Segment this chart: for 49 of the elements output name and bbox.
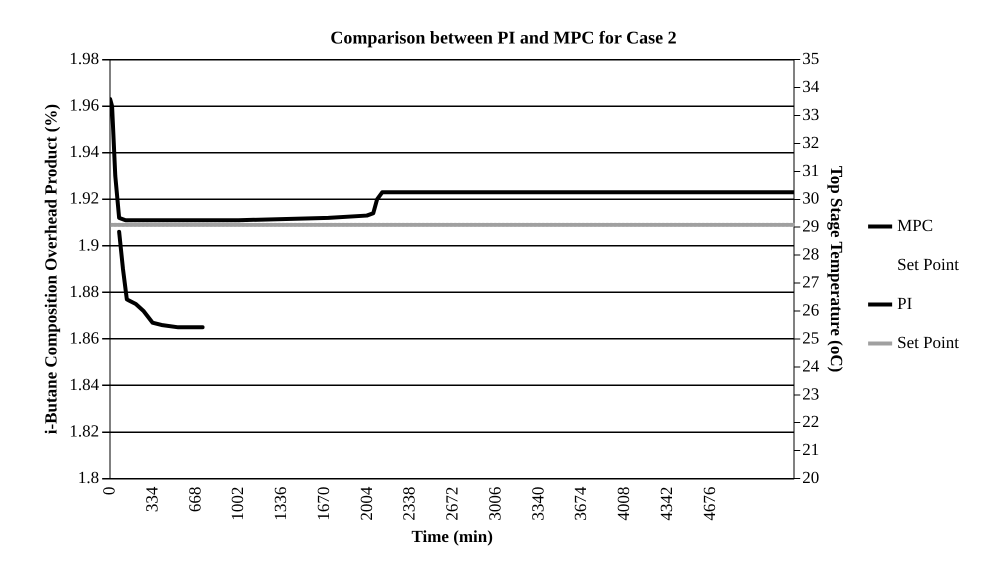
y2-tick-label: 31	[802, 160, 820, 180]
y2-tick-label: 20	[802, 468, 820, 488]
x-tick-label: 1336	[271, 486, 290, 521]
y-tick-label: 1.84	[69, 374, 100, 394]
y2-tick-label: 24	[802, 356, 820, 376]
x-tick-label: 4676	[700, 486, 719, 521]
x-tick-label: 3340	[528, 486, 548, 521]
y2-tick-label: 25	[802, 328, 820, 348]
x-tick-label: 0	[100, 486, 119, 496]
y-tick-label: 1.86	[69, 328, 100, 348]
y2-tick-label: 35	[802, 49, 820, 68]
y-tick-label: 1.98	[69, 49, 100, 68]
x-tick-label: 1002	[228, 486, 248, 521]
y2-tick-label: 32	[802, 132, 820, 152]
x-tick-label: 334	[142, 486, 162, 512]
x-tick-label: 4342	[656, 486, 676, 521]
y2-tick-label: 23	[802, 384, 820, 404]
x-tick-label: 668	[185, 486, 204, 512]
x-tick-label: 3006	[485, 486, 504, 521]
y-tick-label: 1.94	[69, 142, 100, 162]
x-tick-label: 2004	[356, 486, 376, 521]
y-tick-label: 1.82	[69, 422, 100, 441]
y2-axis-title: Top Stage Temperature (oC)	[827, 166, 846, 372]
y2-tick-label: 34	[802, 77, 820, 96]
text: Set Point	[897, 254, 960, 274]
y2-tick-label: 22	[802, 412, 820, 432]
x-tick-label: 1670	[314, 486, 333, 521]
y-tick-label: 1.96	[69, 96, 100, 115]
y2-tick-label: 27	[802, 272, 820, 292]
chart-title: Comparison between PI and MPC for Case 2	[330, 27, 677, 48]
y-tick-label: 1.88	[69, 282, 100, 301]
y2-tick-label: 26	[802, 300, 820, 320]
y2-tick-label: 29	[802, 216, 820, 236]
x-axis-title: Time (min)	[412, 527, 493, 546]
y2-tick-label: 28	[802, 244, 820, 264]
legend-label: PI	[897, 294, 913, 313]
y-tick-label: 1.8	[78, 468, 100, 488]
y-axis-title: i-Butane Composition Overhead Product (%)	[42, 104, 61, 434]
x-tick-label: 4008	[614, 486, 634, 521]
y-tick-label: 1.92	[69, 188, 100, 208]
legend-label: Set Point	[897, 332, 960, 352]
x-tick-label: 2338	[400, 486, 419, 521]
y2-tick-label: 21	[802, 440, 820, 460]
legend-label: MPC	[897, 216, 934, 235]
y2-tick-label: 33	[802, 104, 820, 124]
x-tick-label: 2672	[442, 486, 462, 521]
x-tick-label: 3674	[571, 486, 590, 521]
y2-tick-label: 30	[802, 188, 820, 208]
y-tick-label: 1.9	[78, 235, 100, 254]
